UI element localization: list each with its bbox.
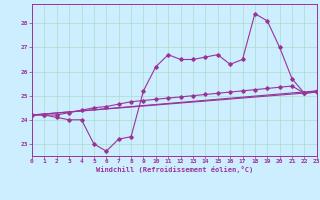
X-axis label: Windchill (Refroidissement éolien,°C): Windchill (Refroidissement éolien,°C): [96, 166, 253, 173]
